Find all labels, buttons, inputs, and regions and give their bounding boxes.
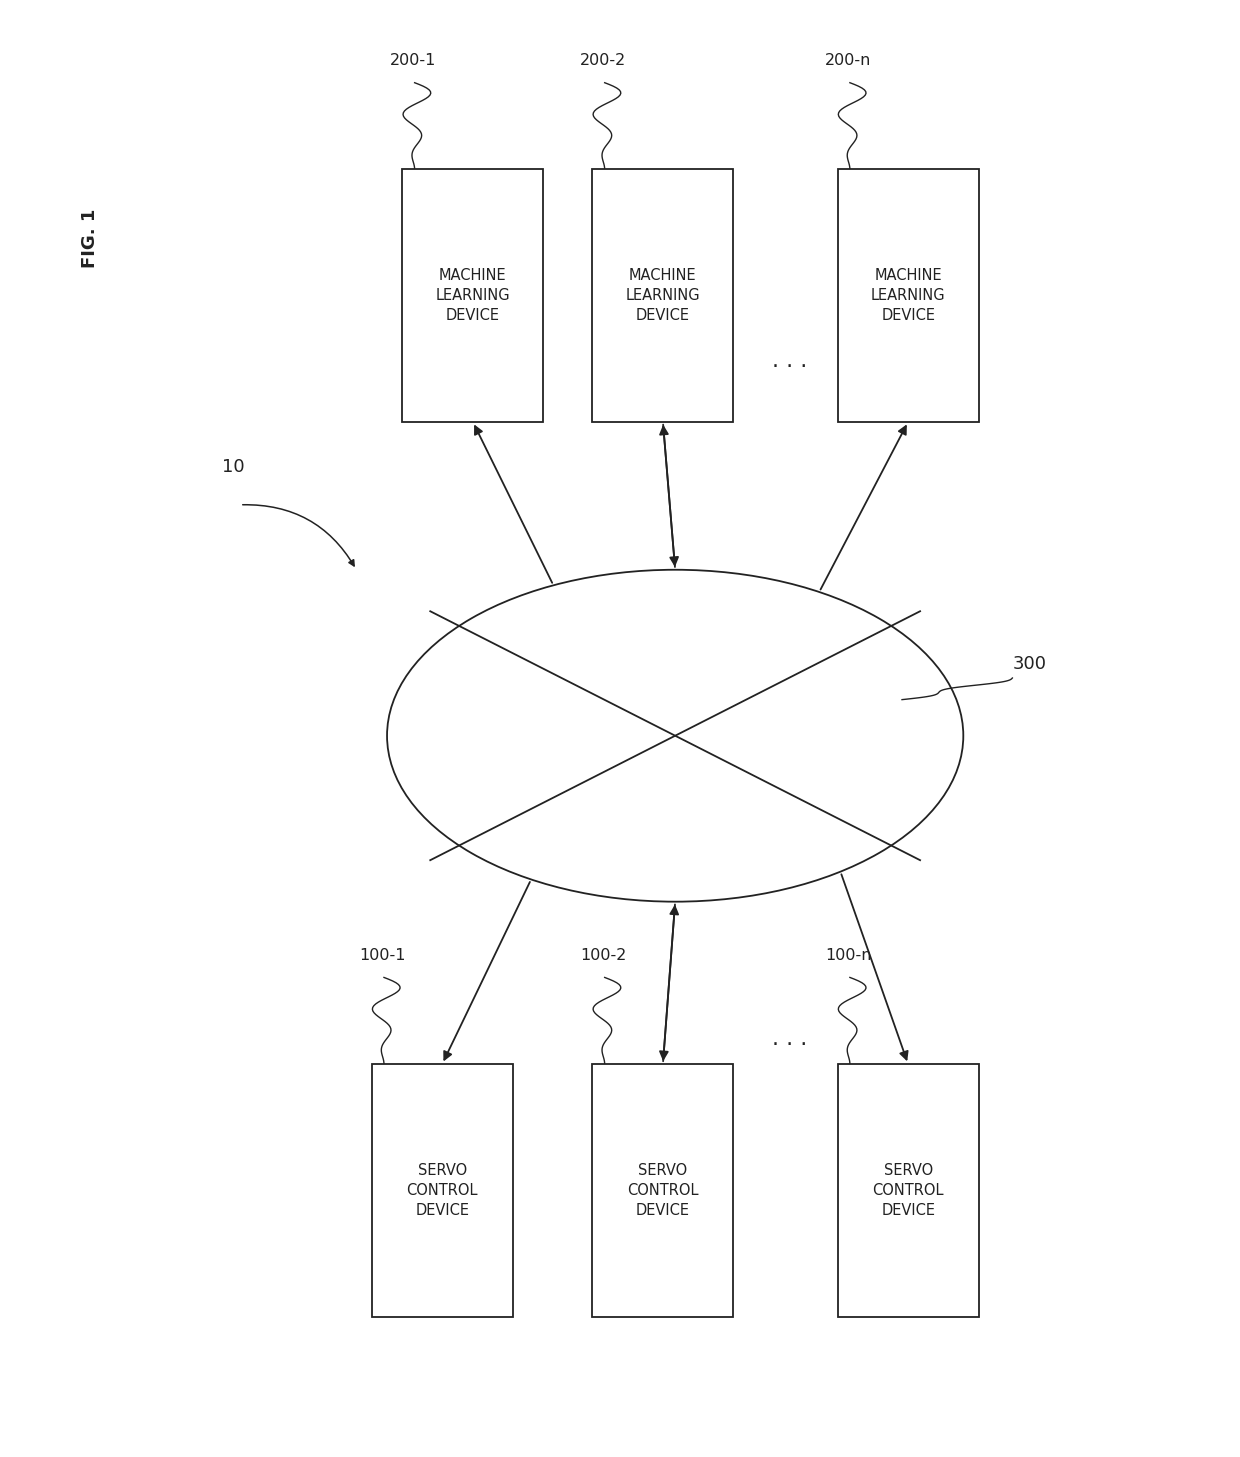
Text: MACHINE
LEARNING
DEVICE: MACHINE LEARNING DEVICE [870, 268, 945, 323]
Text: 200-n: 200-n [826, 54, 872, 68]
Bar [593, 1064, 733, 1317]
Text: 100-1: 100-1 [360, 949, 405, 963]
Ellipse shape [387, 570, 963, 902]
Bar [838, 1064, 978, 1317]
Text: 300: 300 [1012, 654, 1047, 673]
Text: 10: 10 [222, 457, 246, 476]
Text: SERVO
CONTROL
DEVICE: SERVO CONTROL DEVICE [627, 1163, 698, 1218]
Text: . . .: . . . [771, 351, 807, 370]
Text: . . .: . . . [771, 1029, 807, 1049]
Text: MACHINE
LEARNING
DEVICE: MACHINE LEARNING DEVICE [626, 268, 701, 323]
Text: FIG. 1: FIG. 1 [81, 208, 98, 268]
Bar [372, 1064, 512, 1317]
Text: 100-2: 100-2 [580, 949, 626, 963]
Text: SERVO
CONTROL
DEVICE: SERVO CONTROL DEVICE [873, 1163, 944, 1218]
Text: MACHINE
LEARNING
DEVICE: MACHINE LEARNING DEVICE [435, 268, 510, 323]
Bar [838, 169, 978, 423]
Bar [402, 169, 543, 423]
Bar [593, 169, 733, 423]
Text: 100-n: 100-n [826, 949, 872, 963]
Text: 200-2: 200-2 [580, 54, 626, 68]
Text: 200-1: 200-1 [391, 54, 436, 68]
Text: SERVO
CONTROL
DEVICE: SERVO CONTROL DEVICE [407, 1163, 477, 1218]
